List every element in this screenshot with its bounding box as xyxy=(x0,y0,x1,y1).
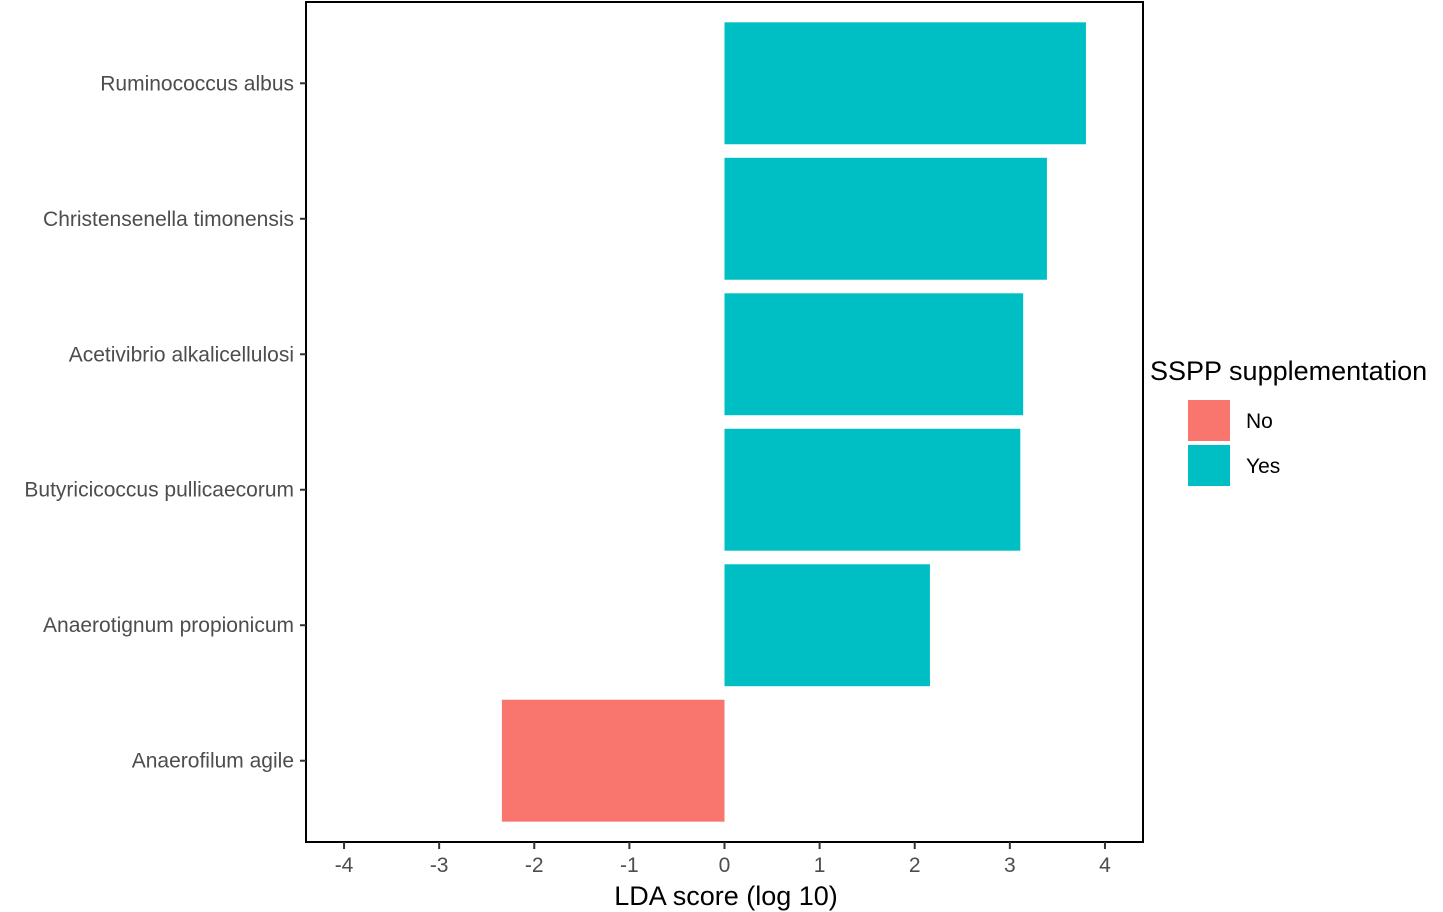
x-tick-label: 3 xyxy=(1004,854,1016,877)
legend-label-no: No xyxy=(1246,410,1273,433)
y-tick-label: Butyricicoccus pullicaecorum xyxy=(24,479,294,502)
x-axis: -4 -3 -2 -1 0 1 2 3 4 xyxy=(335,842,1111,877)
x-axis-title: LDA score (log 10) xyxy=(614,881,838,911)
x-tick-label: 2 xyxy=(909,854,921,877)
bar-christensenella-timonensis xyxy=(724,157,1047,280)
bar-butyricicoccus-pullicaecorum xyxy=(724,428,1021,551)
bars-group xyxy=(501,22,1086,822)
bar-anaerofilum-agile xyxy=(501,699,725,822)
y-tick-label: Christensenella timonensis xyxy=(43,208,294,231)
x-tick-label: -2 xyxy=(525,854,544,877)
x-tick-label: -1 xyxy=(620,854,639,877)
y-tick-label: Anaerofilum agile xyxy=(132,750,294,773)
x-tick-label: 4 xyxy=(1099,854,1111,877)
legend-key-no xyxy=(1188,400,1230,441)
y-tick-label: Ruminococcus albus xyxy=(100,72,294,95)
legend-items: No Yes xyxy=(1188,400,1280,486)
y-tick-label: Acetivibrio alkalicellulosi xyxy=(69,343,294,366)
bar-anaerotignum-propionicum xyxy=(724,564,930,687)
x-tick-label: 1 xyxy=(814,854,826,877)
x-tick-label: 0 xyxy=(719,854,731,877)
y-tick-label: Anaerotignum propionicum xyxy=(43,614,294,637)
y-axis: Ruminococcus albus Christensenella timone… xyxy=(24,72,306,773)
x-tick-label: -3 xyxy=(430,854,449,877)
bar-ruminococcus-albus xyxy=(724,22,1086,145)
bar-acetivibrio-alkalicellulosi xyxy=(724,293,1024,416)
legend-label-yes: Yes xyxy=(1246,455,1280,478)
legend-key-yes xyxy=(1188,445,1230,486)
x-tick-label: -4 xyxy=(335,854,354,877)
legend-title: SSPP supplementation xyxy=(1150,356,1427,386)
legend: SSPP supplementation No Yes xyxy=(1150,356,1427,486)
